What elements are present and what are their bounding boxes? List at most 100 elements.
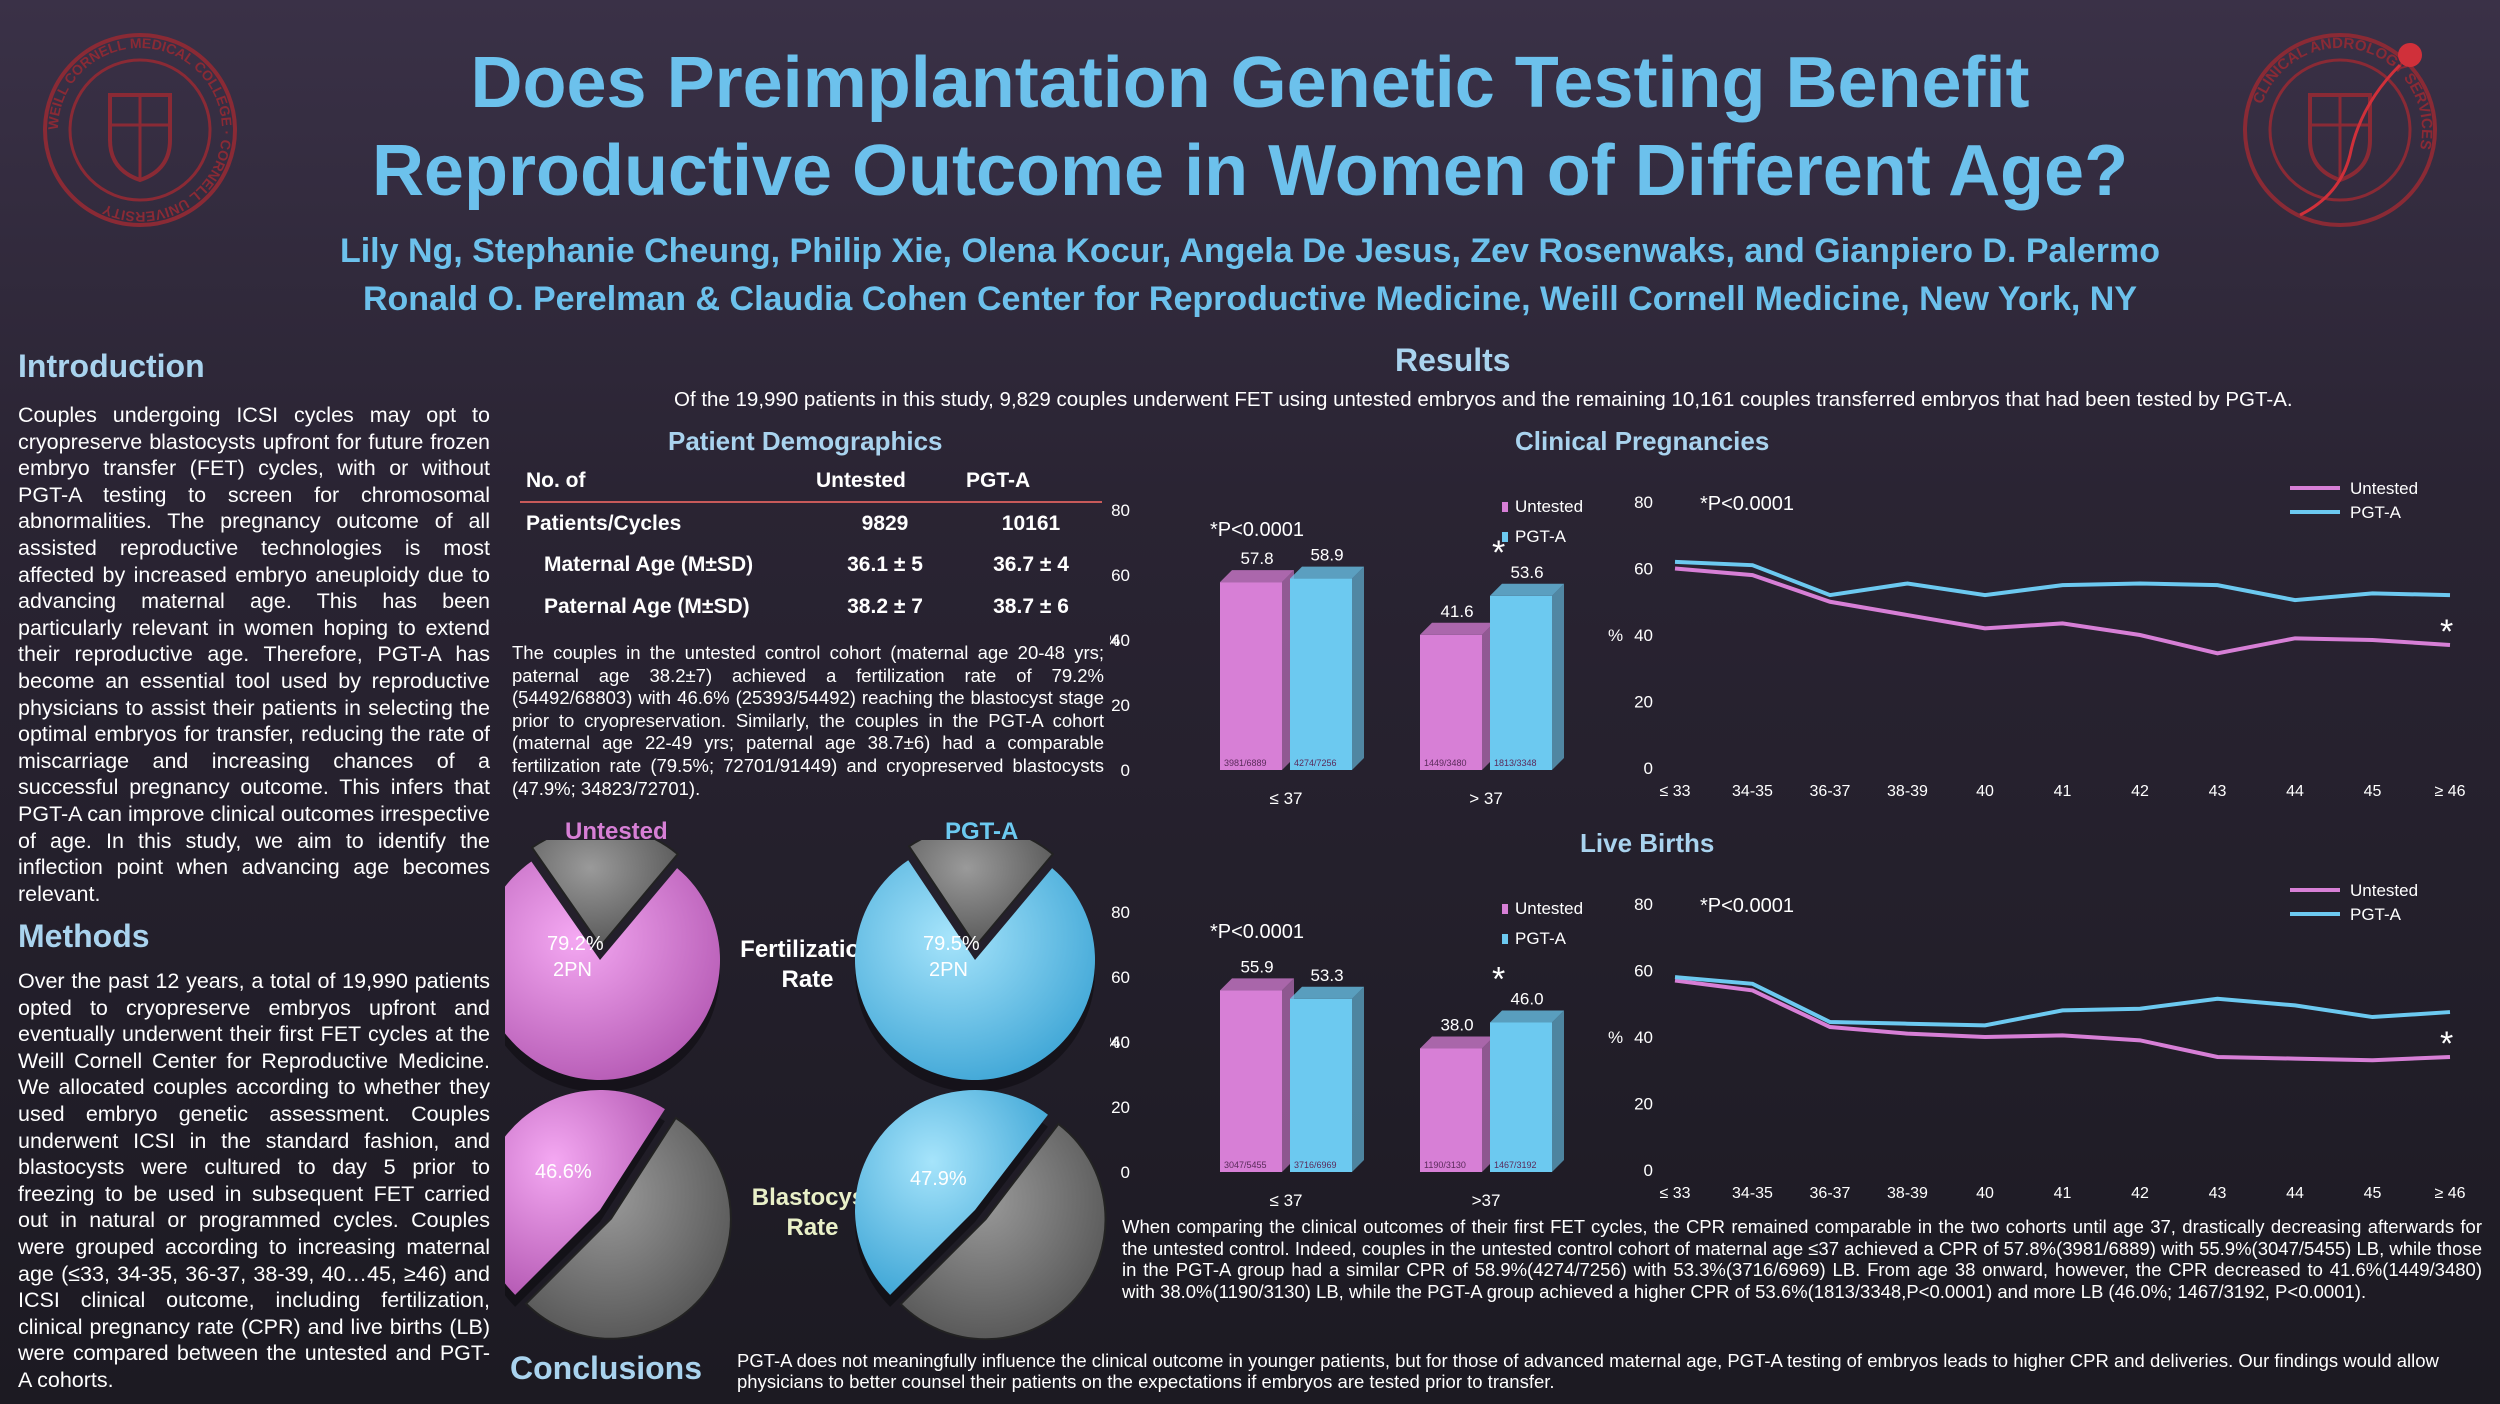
x-tick-label: ≤ 37	[1270, 1191, 1303, 1210]
y-tick-label: 80	[1111, 501, 1130, 520]
bar-count-label: 4274/7256	[1294, 758, 1337, 768]
demographics-table: No. of Untested PGT-A Patients/Cycles 98…	[520, 460, 1102, 628]
methods-heading: Methods	[18, 918, 150, 954]
y-tick-label: 20	[1634, 1095, 1653, 1114]
cpr-bar-chart: 0 20 40 60 80% *P<0.0001 Untested PGT-A 57.8 3981…	[1110, 497, 1583, 808]
x-tick-label: 43	[2209, 1185, 2227, 1202]
bar	[1490, 1022, 1552, 1172]
significance-star: *	[2440, 1025, 2453, 1063]
y-tick-label: 0	[1121, 761, 1130, 780]
bar-count-label: 1190/3130	[1424, 1160, 1466, 1170]
pie-label-blast-pgta: 47.9%	[910, 1168, 967, 1190]
legend-swatch	[1502, 532, 1508, 542]
bar-top	[1490, 583, 1564, 596]
y-tick-label: 60	[1111, 566, 1130, 585]
pie-label-fert-pgta-line1: 79.5%	[923, 933, 980, 955]
bar-side	[1352, 566, 1364, 770]
y-axis-label: %	[1110, 631, 1120, 650]
results-heading: Results	[1395, 342, 1511, 378]
pie-label-blast-untested: 46.6%	[535, 1161, 592, 1183]
x-tick-label: > 37	[1469, 789, 1503, 808]
pie-slice-rest	[530, 840, 680, 948]
demographics-text: The couples in the untested control coho…	[512, 642, 1104, 799]
x-tick-label: 38-39	[1887, 1185, 1928, 1202]
bar-value-label: 46.0	[1510, 990, 1543, 1009]
x-tick-label: 45	[2364, 783, 2382, 800]
y-tick-label: 0	[1644, 759, 1653, 778]
legend-label: Untested	[1515, 899, 1583, 918]
table-header: PGT-A	[960, 460, 1102, 503]
legend-swatch	[1502, 934, 1508, 944]
x-tick-label: 40	[1976, 783, 1994, 800]
y-tick-label: 80	[1634, 895, 1653, 914]
bar	[1220, 582, 1282, 770]
bar-value-label: 55.9	[1240, 957, 1273, 976]
significance-star: *	[2440, 613, 2453, 651]
table-cell: 10161	[1001, 511, 1061, 535]
y-axis-label: %	[1110, 1033, 1120, 1052]
y-tick-label: 80	[1634, 493, 1653, 512]
x-tick-label: 43	[2209, 783, 2227, 800]
x-tick-label: 40	[1976, 1185, 1994, 1202]
clinical-andrology-services-logo: CLINICAL ANDROLOGY SERVICES	[2243, 33, 2437, 227]
table-cell: 38.2 ± 7	[847, 595, 923, 618]
y-tick-label: 80	[1111, 903, 1130, 922]
x-tick-label: 45	[2364, 1185, 2382, 1202]
y-tick-label: 60	[1634, 560, 1653, 579]
poster-title-line-2: Reproductive Outcome in Women of Differe…	[371, 131, 2129, 211]
y-tick-label: 40	[1111, 1033, 1130, 1052]
bar-value-label: 58.9	[1310, 546, 1343, 565]
x-tick-label: ≤ 33	[1659, 1185, 1690, 1202]
bar	[1420, 1048, 1482, 1172]
x-tick-label: 44	[2286, 1185, 2304, 1202]
table-cell: 38.7 ± 6	[993, 595, 1069, 618]
methods-text: Over the past 12 years, a total of 19,99…	[18, 969, 490, 1392]
x-tick-label: 42	[2131, 1185, 2149, 1202]
results-intro: Of the 19,990 patients in this study, 9,…	[674, 388, 2293, 411]
series-line	[1674, 566, 2451, 656]
bar-side	[1552, 1010, 1564, 1172]
x-tick-label: 36-37	[1810, 1185, 1851, 1202]
poster-title-line-1: Does Preimplantation Genetic Testing Ben…	[470, 43, 2030, 123]
legend-swatch	[1502, 502, 1508, 512]
bar-top	[1420, 1036, 1494, 1049]
pie-slice-main	[855, 1090, 1048, 1295]
live-births-heading: Live Births	[1580, 828, 1715, 858]
pie-slice-main	[855, 860, 1095, 1080]
y-tick-label: 60	[1634, 962, 1653, 981]
bar-count-label: 1813/3348	[1494, 758, 1537, 768]
y-tick-label: 0	[1121, 1163, 1130, 1182]
x-tick-label: ≤ 33	[1659, 783, 1690, 800]
bar	[1220, 990, 1282, 1172]
bar-count-label: 3047/5455	[1224, 1160, 1267, 1170]
x-tick-label: 44	[2286, 783, 2304, 800]
blastocyst-rate-label: Blastocyst Rate	[751, 1184, 874, 1241]
bar-top	[1420, 622, 1494, 635]
y-axis-label: %	[1608, 626, 1623, 645]
y-tick-label: 20	[1634, 693, 1653, 712]
legend-swatch	[1502, 904, 1508, 914]
pie-label-fert-untested-line2: 2PN	[553, 959, 592, 981]
bar-side	[1552, 583, 1564, 770]
conclusions-text: PGT-A does not meaningfully influence th…	[737, 1350, 2439, 1392]
legend-label: Untested	[2350, 881, 2418, 900]
table-cell: Patients/Cycles	[526, 511, 682, 535]
table-cell: 36.1 ± 5	[847, 553, 923, 576]
significance-star: *	[1492, 534, 1505, 572]
bar-value-label: 38.0	[1440, 1016, 1473, 1035]
x-tick-label: ≥ 46	[2434, 1185, 2465, 1202]
legend-label: PGT-A	[1515, 929, 1567, 948]
legend-label: Untested	[2350, 479, 2418, 498]
pie-slice-main	[505, 861, 720, 1080]
bar-count-label: 3716/6969	[1294, 1160, 1337, 1170]
x-tick-label: ≥ 46	[2434, 783, 2465, 800]
pie-slice-rest	[524, 1116, 732, 1340]
affiliation: Ronald O. Perelman & Claudia Cohen Cente…	[362, 280, 2138, 318]
pie-charts: 79.2% 2PN 79.5% 2PN 46.6% 47.9%	[505, 840, 1107, 1340]
pie-slice-main	[505, 1090, 665, 1295]
x-tick-label: ≤ 37	[1270, 789, 1303, 808]
significance-annotation: *P<0.0001	[1700, 895, 1794, 917]
significance-annotation: *P<0.0001	[1210, 921, 1304, 943]
x-tick-label: >37	[1472, 1191, 1501, 1210]
legend-label: PGT-A	[1515, 527, 1567, 546]
